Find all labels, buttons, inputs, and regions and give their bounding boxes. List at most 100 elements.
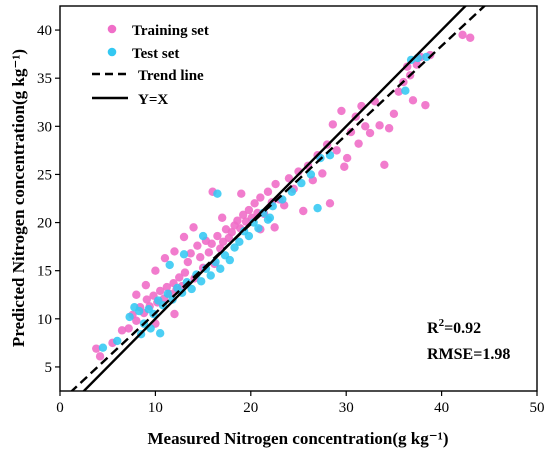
training-point bbox=[95, 352, 105, 361]
training-point bbox=[380, 160, 389, 170]
r-squared-label: R2=0.92 bbox=[427, 317, 481, 337]
x-tick-label: 10 bbox=[148, 400, 163, 416]
test-point bbox=[401, 86, 410, 95]
y-tick-label: 35 bbox=[37, 71, 52, 87]
training-point bbox=[244, 205, 254, 215]
test-point bbox=[206, 271, 215, 280]
training-point bbox=[180, 268, 190, 277]
training-point bbox=[183, 257, 193, 267]
training-point bbox=[204, 248, 214, 257]
x-tick-label: 20 bbox=[243, 400, 258, 416]
training-point bbox=[186, 249, 195, 258]
training-point bbox=[408, 96, 418, 105]
training-point bbox=[384, 124, 394, 133]
y-tick-label: 20 bbox=[37, 216, 52, 232]
test-point bbox=[287, 187, 297, 196]
test-point bbox=[213, 189, 222, 198]
legend-label-training: Training set bbox=[132, 23, 209, 39]
training-point bbox=[142, 295, 152, 304]
training-point bbox=[160, 253, 170, 263]
training-point bbox=[256, 193, 265, 202]
training-point bbox=[238, 210, 248, 220]
training-point bbox=[361, 122, 370, 131]
training-point bbox=[270, 223, 279, 232]
training-point bbox=[196, 253, 205, 262]
y-tick-label: 25 bbox=[37, 167, 52, 183]
test-point bbox=[168, 295, 177, 304]
training-point bbox=[92, 344, 101, 353]
training-point bbox=[189, 223, 198, 232]
test-point bbox=[113, 336, 122, 346]
training-point bbox=[207, 239, 216, 248]
training-point bbox=[365, 128, 375, 138]
y-axis-label: Predicted Nitrogen concentration(g kg⁻¹) bbox=[9, 49, 28, 347]
test-point bbox=[235, 237, 244, 247]
y-tick-label: 15 bbox=[37, 264, 52, 280]
x-tick-label: 50 bbox=[530, 400, 545, 416]
test-point bbox=[134, 306, 144, 316]
training-point bbox=[132, 316, 141, 325]
trend-line bbox=[70, 6, 487, 391]
test-point bbox=[254, 224, 263, 233]
training-point bbox=[213, 231, 222, 241]
stats-annotation: R2=0.92 RMSE=1.98 bbox=[427, 317, 510, 363]
training-point bbox=[466, 33, 475, 42]
training-point bbox=[354, 139, 363, 148]
training-point bbox=[458, 30, 467, 40]
identity-line bbox=[82, 6, 468, 391]
legend-marker-training bbox=[107, 24, 117, 34]
training-point bbox=[132, 290, 141, 299]
training-point bbox=[155, 286, 165, 296]
legend-label-trend: Trend line bbox=[138, 68, 204, 84]
test-point bbox=[244, 231, 254, 241]
test-point bbox=[198, 231, 208, 241]
y-tick-label: 40 bbox=[37, 23, 52, 39]
y-tick-label: 30 bbox=[37, 119, 52, 135]
training-point bbox=[375, 121, 384, 130]
legend: Training set Test set Trend line Y=X bbox=[92, 23, 209, 108]
training-point bbox=[263, 187, 273, 196]
x-tick-label: 30 bbox=[339, 400, 354, 416]
test-point bbox=[225, 255, 235, 265]
training-point bbox=[337, 106, 346, 116]
test-point bbox=[216, 264, 225, 273]
test-point bbox=[422, 52, 431, 62]
training-point bbox=[340, 162, 349, 171]
training-point bbox=[162, 282, 172, 292]
training-point bbox=[318, 169, 327, 178]
test-point bbox=[306, 170, 316, 179]
training-point bbox=[124, 324, 133, 333]
test-point bbox=[179, 250, 189, 259]
training-point bbox=[328, 120, 338, 129]
rmse-label: RMSE=1.98 bbox=[427, 346, 510, 363]
training-point bbox=[175, 273, 184, 282]
test-point bbox=[98, 343, 108, 352]
x-tick-label: 0 bbox=[56, 400, 64, 416]
training-point bbox=[421, 100, 430, 110]
test-point bbox=[230, 243, 239, 252]
test-point bbox=[313, 203, 322, 213]
test-point bbox=[155, 329, 165, 338]
test-point bbox=[125, 312, 134, 322]
training-point bbox=[403, 62, 412, 71]
training-point bbox=[250, 199, 259, 208]
test-point bbox=[265, 213, 275, 222]
test-point bbox=[165, 260, 174, 270]
y-tick-label: 10 bbox=[37, 312, 52, 328]
test-point bbox=[163, 289, 172, 298]
plot-frame bbox=[59, 5, 538, 392]
test-point bbox=[196, 277, 206, 286]
test-point bbox=[297, 178, 306, 188]
test-point bbox=[187, 284, 196, 294]
training-point bbox=[217, 213, 227, 222]
training-point bbox=[233, 216, 242, 225]
training-point bbox=[332, 146, 341, 155]
reference-lines bbox=[70, 6, 487, 391]
training-point bbox=[299, 206, 308, 216]
legend-label-test: Test set bbox=[132, 46, 179, 62]
x-tick-label: 40 bbox=[434, 400, 449, 416]
x-axis-label: Measured Nitrogen concentration(g kg⁻¹) bbox=[148, 429, 449, 448]
training-point bbox=[325, 199, 335, 208]
training-point bbox=[151, 266, 160, 275]
